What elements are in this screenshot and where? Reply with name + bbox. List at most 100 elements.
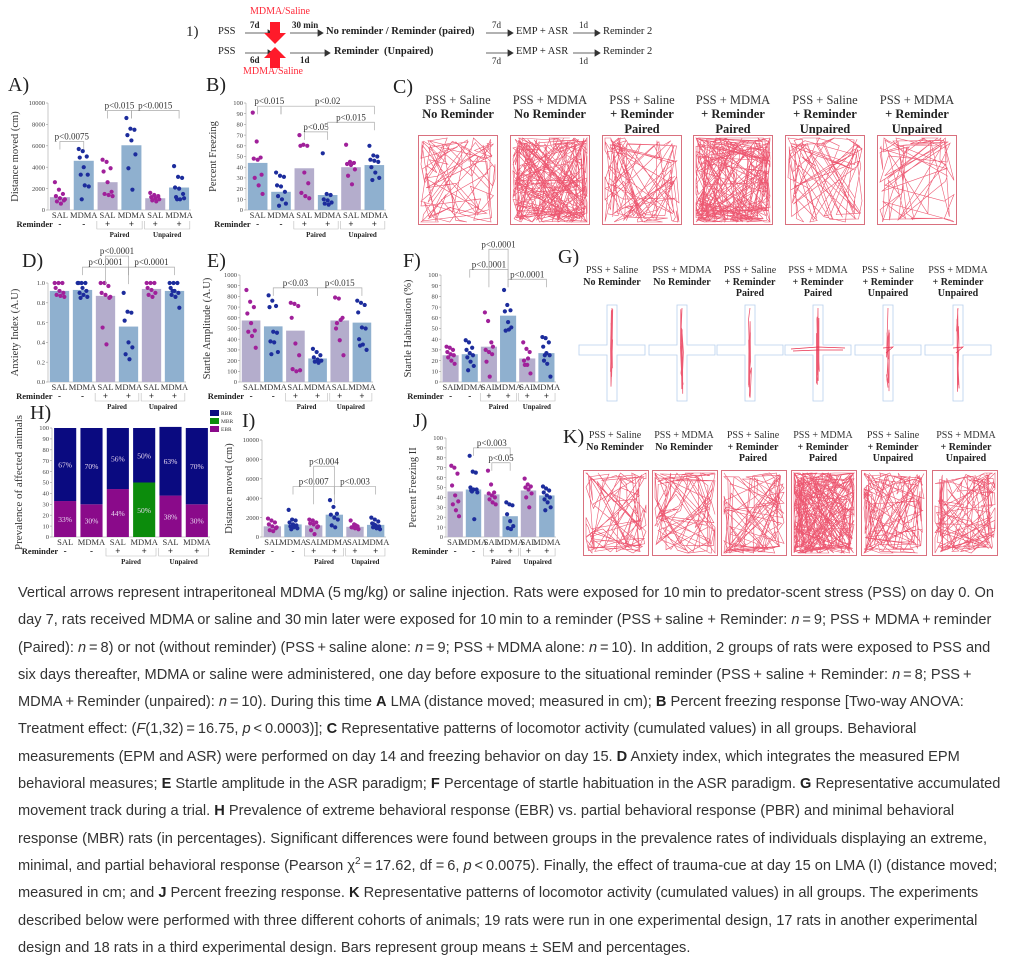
track-header: PSS + MDMA + Reminder Unpaired xyxy=(928,265,988,300)
data-point xyxy=(148,190,153,195)
y-axis-label: Startle Amplitude (A.U) xyxy=(202,277,213,379)
bar xyxy=(49,290,70,382)
track-header-line: + Reminder xyxy=(862,276,914,288)
data-point xyxy=(492,495,498,500)
track-header: PSS + MDMA + Reminder Unpaired xyxy=(880,93,954,136)
data-point xyxy=(299,190,304,195)
plus-maze-track xyxy=(854,304,922,402)
data-point xyxy=(332,515,337,520)
track-header: PSS + Saline + Reminder Unpaired xyxy=(867,430,919,465)
panel-label-f: F) xyxy=(403,250,421,272)
y-axis-label: Distance moved (cm) xyxy=(10,111,21,202)
track-header: PSS + MDMA + Reminder Unpaired xyxy=(936,430,996,465)
data-point xyxy=(282,189,288,194)
data-point xyxy=(274,183,280,188)
reminder-sign: - xyxy=(454,546,457,556)
track-header-line: + Reminder xyxy=(932,276,984,288)
arrow-down-icon xyxy=(264,22,286,44)
data-point xyxy=(486,318,491,324)
stacked-segment-rbr xyxy=(80,428,103,505)
data-point xyxy=(85,294,90,299)
data-point xyxy=(487,374,492,379)
data-point xyxy=(446,355,451,360)
reminder-sign: - xyxy=(250,391,253,401)
subgroup-label: Paired xyxy=(110,231,130,239)
data-point xyxy=(251,305,256,310)
stacked-segment-mbr xyxy=(133,482,156,537)
x-tick-label: SAL xyxy=(287,382,303,392)
y-tick-label: 0.8 xyxy=(37,300,45,307)
data-point xyxy=(510,503,515,508)
data-point xyxy=(296,303,301,309)
data-point xyxy=(485,468,491,473)
reminder-sign: - xyxy=(58,391,61,401)
data-point xyxy=(109,189,114,194)
reminder-sign: - xyxy=(280,219,283,229)
reminder-sign: + xyxy=(302,219,307,229)
injection-label-top: MDMA/Saline xyxy=(250,6,310,17)
track-header-line: + Reminder xyxy=(727,441,779,453)
track-header-line: PSS + MDMA xyxy=(788,265,848,276)
reminder-sign: - xyxy=(271,546,274,556)
reminder-sign: + xyxy=(293,391,298,401)
stacked-segment-ebr xyxy=(159,495,182,537)
segment-label: 33% xyxy=(58,515,72,524)
subgroup-label: Paired xyxy=(297,403,317,411)
reminder-sign: + xyxy=(149,391,154,401)
data-point xyxy=(294,369,299,374)
data-point xyxy=(270,298,275,303)
data-point xyxy=(311,522,316,527)
caption-segment: G xyxy=(800,776,812,793)
data-point xyxy=(490,352,495,357)
significance-bracket: p<0.015 xyxy=(327,112,375,131)
group-bracket xyxy=(293,221,339,230)
data-point xyxy=(53,285,58,291)
y-tick-label: 4000 xyxy=(246,495,259,502)
track-header-line: + Reminder xyxy=(724,276,776,288)
data-point xyxy=(368,157,373,162)
data-point xyxy=(541,358,547,363)
bar xyxy=(352,322,372,382)
data-point xyxy=(78,172,83,177)
bar xyxy=(520,490,537,537)
panel-label-c: C) xyxy=(393,76,413,98)
group-bracket xyxy=(105,548,157,557)
segment-label: 30% xyxy=(85,517,99,526)
legend-label: EBR xyxy=(221,427,232,433)
data-point xyxy=(122,318,127,323)
data-point xyxy=(168,285,173,291)
data-point xyxy=(504,500,509,505)
reminder-sign: + xyxy=(359,391,364,401)
caption-segment: Anxiety index, which integrates the meas… xyxy=(18,748,960,793)
bar xyxy=(317,195,338,210)
y-tick-label: 40 xyxy=(437,495,444,502)
bar xyxy=(304,525,323,537)
data-point xyxy=(150,198,155,203)
caption-segment: D xyxy=(616,748,628,765)
data-point xyxy=(540,484,546,489)
caption-segment: C xyxy=(326,721,338,738)
data-point xyxy=(469,489,475,494)
data-point xyxy=(171,164,177,169)
data-point xyxy=(372,517,377,522)
reminder-sign: + xyxy=(115,546,120,556)
y-tick-label: 60 xyxy=(237,143,244,150)
data-point xyxy=(453,508,459,513)
caption-segment: = 9; PSS + MDMA alone: xyxy=(423,639,589,656)
data-point xyxy=(451,353,456,358)
data-point xyxy=(528,484,533,489)
significance-bracket: p<0.0075 xyxy=(55,132,90,150)
data-point xyxy=(468,359,473,364)
data-point xyxy=(174,197,180,202)
p-value-label: p<0.0075 xyxy=(55,132,90,142)
data-point xyxy=(475,490,480,495)
data-point xyxy=(99,290,104,295)
data-point xyxy=(329,523,334,528)
reminder-sign: + xyxy=(544,546,549,556)
data-point xyxy=(356,310,361,315)
data-point xyxy=(453,493,458,498)
reminder-sign: + xyxy=(525,391,530,401)
data-point xyxy=(289,527,294,532)
data-point xyxy=(466,368,471,373)
data-point xyxy=(128,126,133,131)
